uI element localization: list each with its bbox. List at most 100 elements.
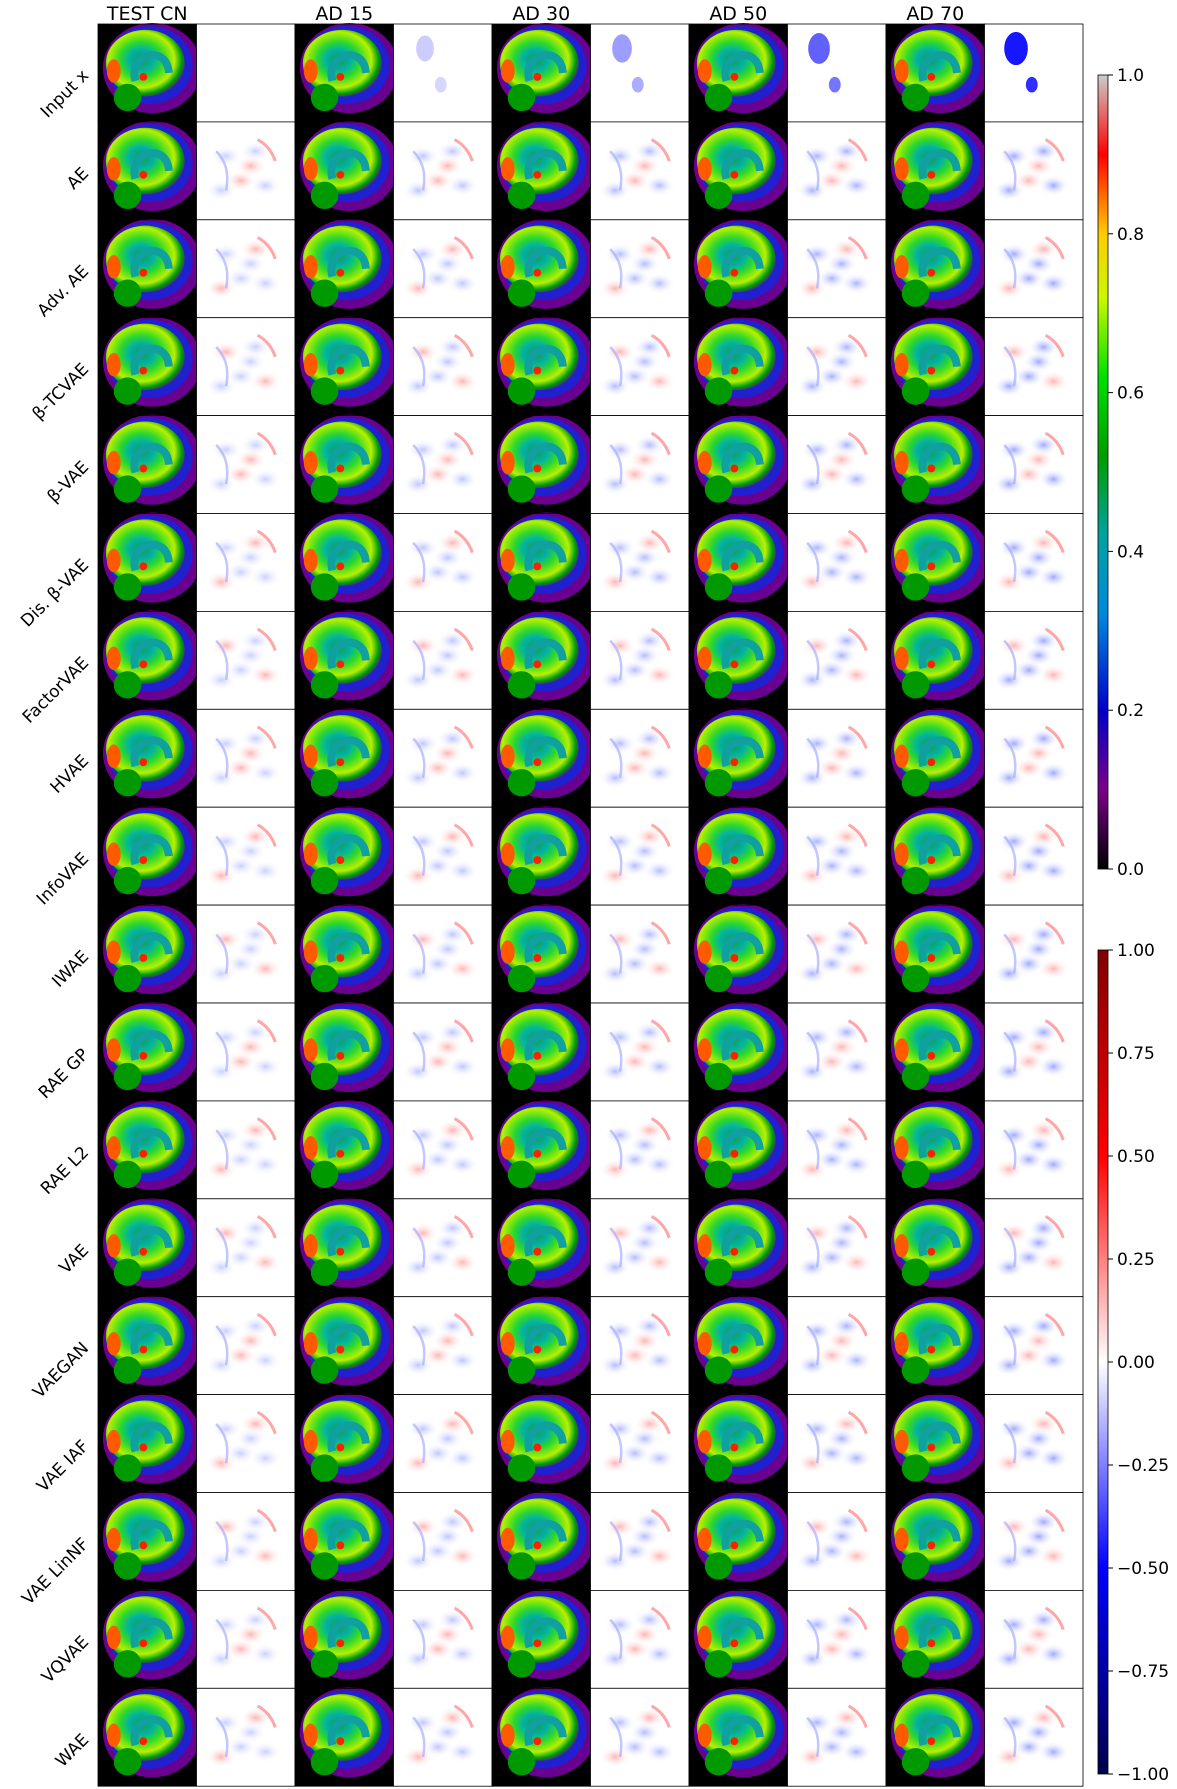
difference-image xyxy=(984,1687,1084,1787)
difference-image xyxy=(590,219,690,319)
column-title: AD 30 xyxy=(512,3,570,25)
row-label: VAE LinNF xyxy=(18,1534,93,1609)
difference-image xyxy=(196,1590,296,1689)
difference-image xyxy=(393,317,493,417)
row-label: VAE IAF xyxy=(33,1436,93,1496)
row-label: WAE xyxy=(52,1730,93,1771)
reconstruction-image xyxy=(97,218,202,319)
row-label: Dis. β-VAE xyxy=(17,555,93,631)
reconstruction-image xyxy=(885,1393,990,1493)
difference-image xyxy=(196,806,296,906)
difference-image xyxy=(590,1590,690,1689)
reconstruction-image xyxy=(97,1099,202,1200)
reconstruction-image xyxy=(688,1099,793,1200)
intensity-colorbar-bar xyxy=(1097,74,1109,870)
reconstruction-image xyxy=(97,1393,202,1493)
reconstruction-image xyxy=(491,610,596,710)
difference-tick-label: 0.75 xyxy=(1117,1044,1155,1064)
difference-image xyxy=(787,121,887,221)
reconstruction-image xyxy=(294,316,399,417)
reconstruction-image xyxy=(97,1295,202,1395)
difference-image xyxy=(787,219,887,319)
reconstruction-image xyxy=(885,218,990,319)
difference-image xyxy=(984,1590,1084,1689)
difference-image xyxy=(984,121,1084,221)
difference-image xyxy=(196,1002,296,1102)
difference-image xyxy=(984,317,1084,417)
reconstruction-image xyxy=(885,904,990,1004)
reconstruction-image xyxy=(885,1002,990,1102)
reconstruction-image xyxy=(294,806,399,906)
reconstruction-image xyxy=(688,610,793,710)
reconstruction-image xyxy=(885,708,990,808)
difference-image xyxy=(590,1198,690,1298)
reconstruction-image xyxy=(688,1687,793,1787)
difference-image xyxy=(393,1198,493,1298)
difference-image xyxy=(393,904,493,1004)
difference-image xyxy=(984,611,1084,710)
reconstruction-image xyxy=(688,904,793,1004)
reconstruction-image xyxy=(491,1589,596,1689)
reconstruction-image xyxy=(688,414,793,514)
difference-image xyxy=(590,1492,690,1591)
reconstruction-image xyxy=(688,23,793,123)
row-label: RAE GP xyxy=(35,1045,93,1103)
difference-image xyxy=(590,317,690,417)
reconstruction-image xyxy=(294,1491,399,1591)
difference-image xyxy=(984,1100,1084,1200)
reconstruction-image xyxy=(491,1099,596,1200)
reconstruction-image xyxy=(491,708,596,808)
reconstruction-image xyxy=(97,1002,202,1102)
difference-image xyxy=(787,1492,887,1591)
difference-image xyxy=(984,1198,1084,1298)
difference-image xyxy=(590,1687,690,1787)
difference-image xyxy=(590,904,690,1004)
difference-image xyxy=(393,1002,493,1102)
row-label: Adv. AE xyxy=(34,262,93,321)
intensity-tick-label: 0.8 xyxy=(1117,225,1144,245)
difference-colorbar: 1.00 0.75 0.50 0.25 0.00 −0.25 −0.50 −0.75 −1.00 xyxy=(1097,941,1169,1785)
reconstruction-image xyxy=(97,512,202,612)
difference-image xyxy=(393,806,493,906)
column-title: AD 15 xyxy=(315,3,373,25)
difference-image xyxy=(984,23,1084,123)
difference-image xyxy=(196,1198,296,1298)
difference-image xyxy=(196,1492,296,1591)
difference-tick-label: 1.00 xyxy=(1117,941,1155,961)
reconstruction-image xyxy=(688,1491,793,1591)
difference-image xyxy=(787,611,887,710)
reconstruction-image xyxy=(491,512,596,612)
reconstruction-image xyxy=(294,120,399,221)
difference-image xyxy=(393,23,493,123)
difference-image xyxy=(984,415,1084,514)
reconstruction-image xyxy=(688,512,793,612)
reconstruction-image xyxy=(885,316,990,417)
intensity-tick-label: 0.2 xyxy=(1117,701,1144,721)
difference-image xyxy=(393,708,493,808)
difference-image xyxy=(196,23,296,123)
difference-image xyxy=(196,1296,296,1395)
reconstruction-image xyxy=(885,1491,990,1591)
difference-image xyxy=(787,806,887,906)
difference-image xyxy=(984,1002,1084,1102)
reconstruction-image xyxy=(294,512,399,612)
difference-tick-label: −0.50 xyxy=(1117,1559,1169,1579)
difference-image xyxy=(196,415,296,514)
difference-image xyxy=(787,1198,887,1298)
difference-image xyxy=(787,513,887,612)
row-label: β-TCVAE xyxy=(29,360,93,424)
reconstruction-image xyxy=(885,1687,990,1787)
reconstruction-image xyxy=(491,23,596,123)
reconstruction-image xyxy=(688,1295,793,1395)
reconstruction-image xyxy=(491,316,596,417)
reconstruction-image xyxy=(491,1197,596,1298)
reconstruction-image xyxy=(491,120,596,221)
reconstruction-image xyxy=(97,1197,202,1298)
difference-image xyxy=(590,121,690,221)
difference-image xyxy=(196,708,296,808)
row-label: AE xyxy=(63,164,93,194)
difference-image xyxy=(590,23,690,123)
reconstruction-image xyxy=(491,1491,596,1591)
intensity-tick-label: 0.6 xyxy=(1117,384,1144,404)
reconstruction-image xyxy=(294,610,399,710)
